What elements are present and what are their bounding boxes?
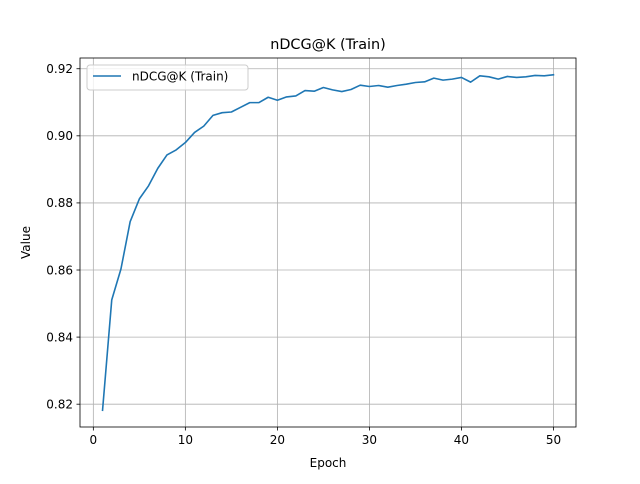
plot-area-background <box>80 58 576 427</box>
series-line <box>101 73 555 412</box>
legend-label: nDCG@K (Train) <box>132 70 228 84</box>
y-axis-label: Value <box>19 226 33 259</box>
y-tick-label: 0.90 <box>46 129 73 143</box>
x-axis-label: Epoch <box>310 456 347 470</box>
x-axis-ticks: 0 10 20 30 40 50 <box>90 427 561 447</box>
legend: nDCG@K (Train) <box>86 64 249 91</box>
x-tick-label: 30 <box>362 433 377 447</box>
y-tick-label: 0.88 <box>46 196 73 210</box>
legend-box <box>86 64 249 91</box>
x-tick-label: 50 <box>546 433 561 447</box>
x-tick-label: 20 <box>270 433 285 447</box>
chart-title: nDCG@K (Train) <box>270 37 386 53</box>
x-tick-label: 40 <box>454 433 469 447</box>
y-tick-label: 0.92 <box>46 62 73 76</box>
y-axis-ticks: 0.82 0.84 0.86 0.88 0.90 0.92 <box>46 62 80 411</box>
y-tick-label: 0.82 <box>46 397 73 411</box>
plot-area-frame <box>79 57 577 428</box>
x-tick-label: 10 <box>178 433 193 447</box>
x-tick-label: 0 <box>90 433 98 447</box>
grid-layer <box>80 58 576 427</box>
y-tick-label: 0.86 <box>46 263 73 277</box>
series-layer <box>101 73 555 412</box>
y-tick-label: 0.84 <box>46 330 73 344</box>
